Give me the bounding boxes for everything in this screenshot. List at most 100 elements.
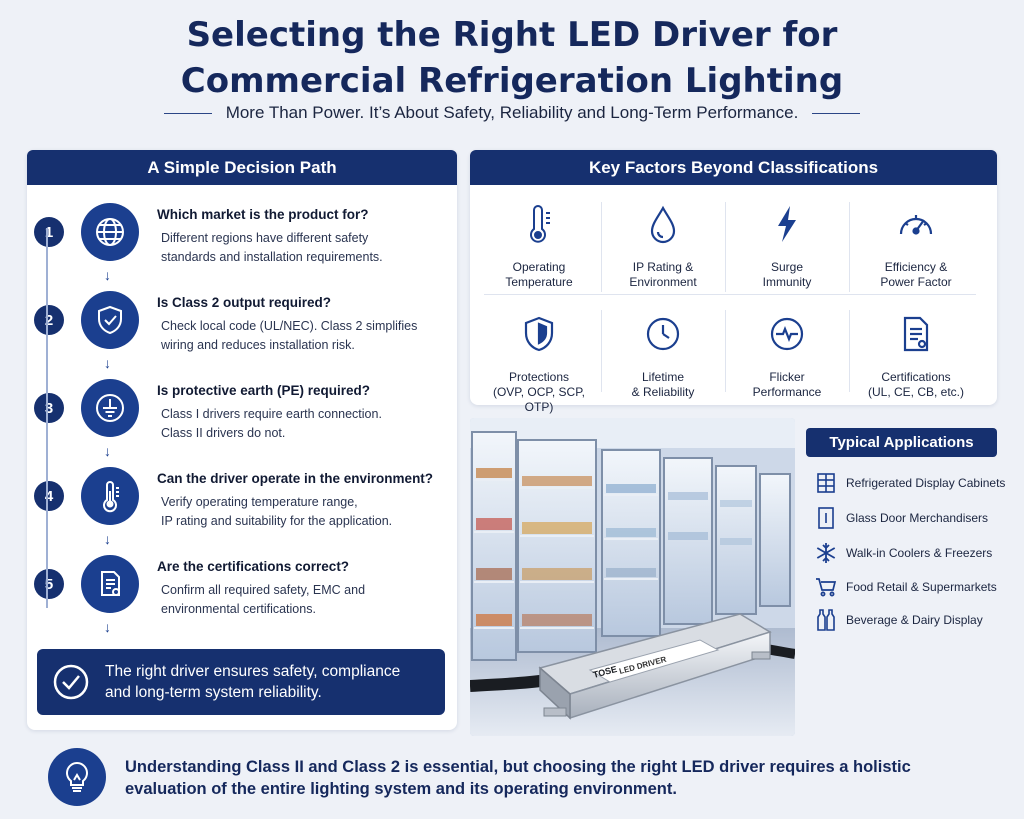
lightbulb-icon: [48, 748, 106, 806]
divider: [601, 310, 602, 392]
step-description-line2: wiring and reduces installation risk.: [161, 338, 355, 352]
step-question: Are the certifications correct?: [157, 559, 350, 574]
page-title: Selecting the Right LED Driver for Comme…: [0, 12, 1024, 104]
step-description: Class I drivers require earth connection…: [161, 405, 451, 443]
decision-path-heading: A Simple Decision Path: [27, 150, 457, 185]
factor-protections: Protections (OVP, OCP, SCP, OTP): [477, 312, 601, 415]
factor-surge-immunity: Surge Immunity: [725, 202, 849, 290]
application-label: Walk-in Coolers & Freezers: [846, 546, 993, 560]
factor-operating-temperature: Operating Temperature: [477, 202, 601, 290]
factor-label-line1: Flicker: [769, 370, 805, 384]
callout-text: The right driver ensures safety, complia…: [105, 661, 400, 703]
factor-label-line2: & Reliability: [631, 385, 695, 399]
application-item: Beverage & Dairy Display: [814, 607, 983, 633]
step-description-line2: environmental certifications.: [161, 602, 316, 616]
step-description: Different regions have different safety …: [161, 229, 451, 267]
water-drop-icon: [601, 202, 725, 246]
certificate-document-icon: [81, 555, 139, 613]
check-circle-icon: [53, 664, 89, 700]
shield-check-icon: [81, 291, 139, 349]
snowflake-icon: [814, 542, 838, 564]
factor-label-line1: Operating: [512, 260, 566, 274]
subtitle-rule-left: [163, 112, 212, 114]
decision-timeline: [46, 228, 48, 608]
callout-line2: and long-term system reliability.: [105, 684, 322, 701]
step-description-line1: Class I drivers require earth connection…: [161, 407, 382, 421]
step-description-line1: Check local code (UL/NEC). Class 2 simpl…: [161, 319, 418, 333]
bottom-text-line2: evaluation of the entire lighting system…: [125, 780, 677, 798]
factor-ip-rating: IP Rating & Environment: [601, 202, 725, 290]
decision-step-3: 3 Is protective earth (PE) required? Cla…: [27, 379, 457, 467]
applications-heading: Typical Applications: [806, 428, 997, 457]
decision-path-panel: A Simple Decision Path 1 Which market is…: [27, 150, 457, 730]
bottom-banner: Understanding Class II and Class 2 is es…: [0, 742, 1024, 819]
factor-label: Operating Temperature: [477, 260, 601, 290]
thermometer-icon: [81, 467, 139, 525]
bottom-text: Understanding Class II and Class 2 is es…: [125, 756, 1005, 800]
application-item: Glass Door Merchandisers: [814, 505, 988, 531]
step-question: Is Class 2 output required?: [157, 295, 332, 310]
factor-lifetime: Lifetime & Reliability: [601, 312, 725, 400]
factor-label-line1: Efficiency &: [884, 260, 948, 274]
pulse-icon: [725, 312, 849, 356]
step-number: 4: [34, 481, 64, 511]
subtitle-rule-right: [812, 112, 861, 114]
divider: [725, 310, 726, 392]
application-item: Walk-in Coolers & Freezers: [814, 540, 992, 566]
factor-label: Flicker Performance: [725, 370, 849, 400]
factor-flicker: Flicker Performance: [725, 312, 849, 400]
step-number: 3: [34, 393, 64, 423]
factor-label-line1: IP Rating &: [632, 260, 694, 274]
application-item: Food Retail & Supermarkets: [814, 574, 997, 600]
factor-label-line2: (OVP, OCP, SCP, OTP): [492, 385, 586, 414]
key-factors-heading: Key Factors Beyond Classifications: [470, 150, 997, 185]
document-icon: [854, 312, 978, 356]
bottles-icon: [814, 608, 838, 632]
application-item: Refrigerated Display Cabinets: [814, 470, 1005, 496]
application-label: Glass Door Merchandisers: [846, 511, 989, 525]
factor-label: Lifetime & Reliability: [601, 370, 725, 400]
factor-label-line2: Performance: [752, 385, 822, 399]
arrow-down-icon: ↓: [104, 619, 111, 635]
divider: [601, 202, 602, 292]
decision-step-4: 4 Can the driver operate in the environm…: [27, 467, 457, 555]
application-label: Beverage & Dairy Display: [846, 613, 983, 627]
step-question: Which market is the product for?: [157, 207, 369, 222]
globe-icon: [81, 203, 139, 261]
step-number: 5: [34, 569, 64, 599]
shopping-cart-icon: [814, 576, 838, 598]
factor-label-line2: (UL, CE, CB, etc.): [867, 385, 965, 399]
display-cabinet-icon: [814, 472, 838, 494]
step-description-line1: Confirm all required safety, EMC and: [161, 583, 366, 597]
arrow-down-icon: ↓: [104, 531, 111, 547]
step-description: Confirm all required safety, EMC and env…: [161, 581, 451, 619]
decision-step-2: 2 Is Class 2 output required? Check loca…: [27, 291, 457, 379]
clock-icon: [601, 312, 725, 356]
callout-line1: The right driver ensures safety, complia…: [105, 663, 401, 680]
arrow-down-icon: ↓: [104, 355, 111, 371]
refrigeration-photo: LED DRIVER TOSE: [470, 418, 795, 736]
subtitle-row: More Than Power. It’s About Safety, Reli…: [0, 103, 1024, 123]
thermometer-icon: [477, 202, 601, 246]
step-description-line2: Class II drivers do not.: [161, 426, 286, 440]
factor-label: Certifications (UL, CE, CB, etc.): [854, 370, 978, 400]
arrow-down-icon: ↓: [104, 267, 111, 283]
page-title-line1: Selecting the Right LED Driver for: [186, 15, 838, 55]
factor-label-line1: Lifetime: [641, 370, 685, 384]
factor-label-line1: Certifications: [881, 370, 951, 384]
refrigerator-driver-illustration: LED DRIVER TOSE: [470, 418, 795, 736]
factor-label-line2: Environment: [629, 275, 697, 289]
factor-certifications: Certifications (UL, CE, CB, etc.): [854, 312, 978, 400]
step-description-line2: standards and installation requirements.: [161, 250, 383, 264]
factor-label: Surge Immunity: [725, 260, 849, 290]
decision-callout: The right driver ensures safety, complia…: [37, 649, 445, 715]
bottom-text-line1: Understanding Class II and Class 2 is es…: [125, 758, 911, 776]
subtitle: More Than Power. It’s About Safety, Reli…: [225, 103, 799, 122]
shield-icon: [477, 312, 601, 356]
step-description: Check local code (UL/NEC). Class 2 simpl…: [161, 317, 451, 355]
factor-efficiency: Efficiency & Power Factor: [854, 202, 978, 290]
application-label: Refrigerated Display Cabinets: [846, 476, 1006, 490]
factor-label-line1: Protections: [508, 370, 570, 384]
factor-label-line2: Immunity: [762, 275, 812, 289]
step-description-line2: IP rating and suitability for the applic…: [161, 514, 393, 528]
